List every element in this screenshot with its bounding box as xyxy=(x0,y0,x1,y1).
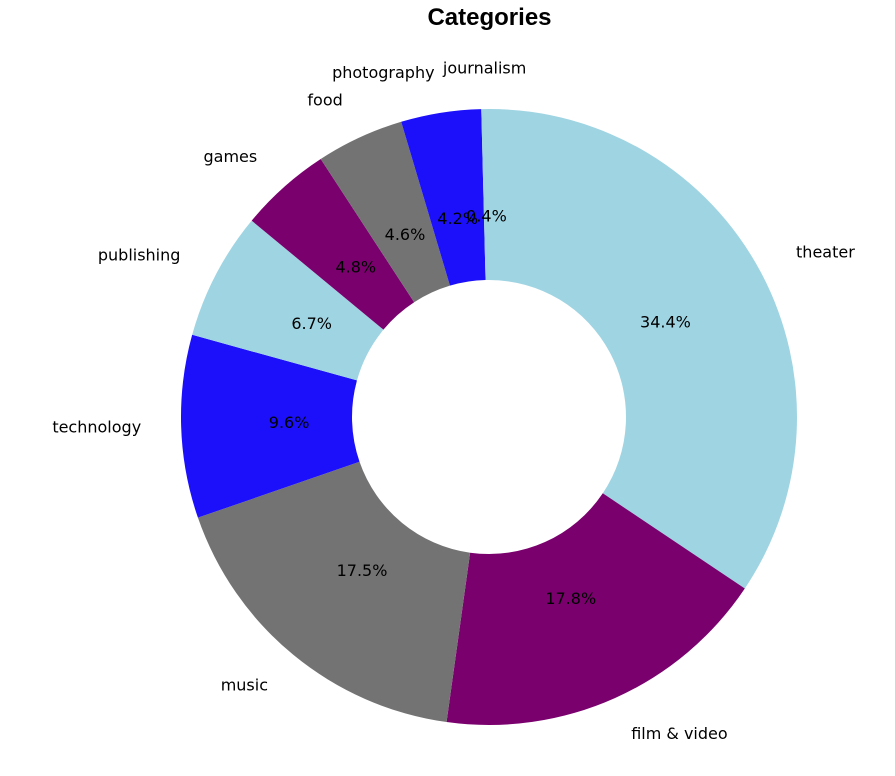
pct-label-film-and-video: 17.8% xyxy=(545,589,596,608)
slice-publishing xyxy=(192,220,384,381)
pct-label-food: 4.6% xyxy=(385,225,426,244)
pct-label-theater: 34.4% xyxy=(640,312,691,331)
pct-label-technology: 9.6% xyxy=(269,413,310,432)
labels-layer: theater 34.4% film & video 17.8% music 17.5% t… xyxy=(52,59,855,744)
pct-label-photography: 4.2% xyxy=(437,209,478,228)
slice-film-and-video xyxy=(446,493,745,725)
slice-technology xyxy=(181,334,360,518)
slice-label-food: food xyxy=(307,91,342,110)
slice-label-photography: photography xyxy=(332,63,434,82)
chart-title: Categories xyxy=(427,4,552,31)
slice-journalism xyxy=(481,109,489,281)
slice-label-music: music xyxy=(221,675,268,694)
slice-theater xyxy=(489,109,797,589)
slice-music xyxy=(197,461,471,723)
slice-label-film-and-video: film & video xyxy=(631,724,727,743)
pct-label-publishing: 6.7% xyxy=(291,314,332,333)
slice-photography xyxy=(401,109,486,286)
slice-label-theater: theater xyxy=(796,243,855,262)
pct-label-games: 4.8% xyxy=(335,257,376,276)
slice-games xyxy=(251,159,415,330)
slice-food xyxy=(320,121,450,303)
slices-layer xyxy=(181,109,797,725)
slice-label-technology: technology xyxy=(52,417,141,436)
slice-label-games: games xyxy=(203,147,257,166)
slice-label-publishing: publishing xyxy=(98,246,181,265)
slice-label-journalism: journalism xyxy=(442,59,526,78)
pct-label-music: 17.5% xyxy=(337,561,388,580)
pct-label-journalism: 0.4% xyxy=(466,207,507,226)
